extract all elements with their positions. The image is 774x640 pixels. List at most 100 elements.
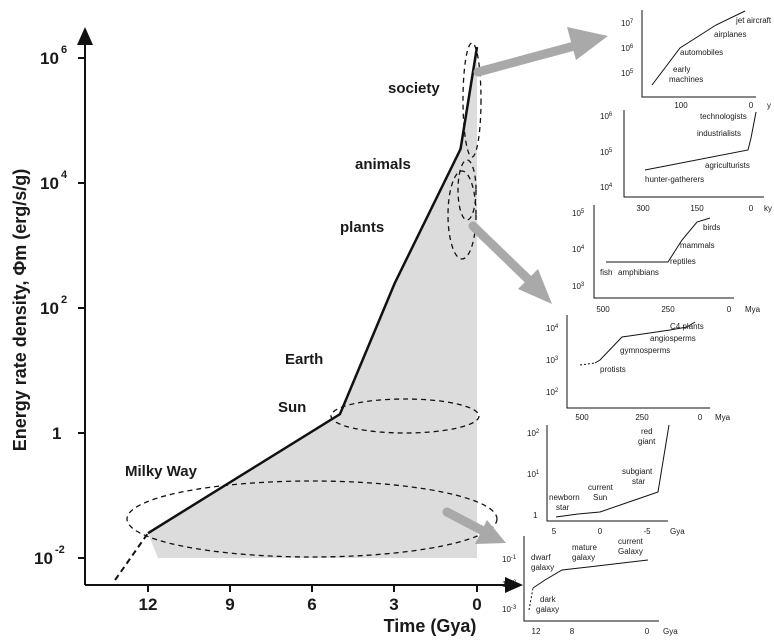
inset-animals: 103 104 105 500 250 0 Mya birds mammals … (572, 205, 761, 314)
y-tick-exp: 2 (61, 294, 67, 306)
main-extrapolation-line (114, 532, 149, 581)
label-star: star (632, 477, 646, 486)
y-tick-label-1e4: 10 4 (40, 169, 68, 193)
inset-series-line (532, 559, 649, 589)
y-tick: 101 (527, 470, 540, 479)
x-tick: 0 (749, 204, 754, 213)
animals-ellipse (457, 159, 477, 221)
label-star-2: star (556, 503, 570, 512)
y-tick: 106 (621, 44, 634, 53)
label-giant: giant (638, 437, 656, 446)
main-shaded-area (148, 46, 477, 559)
label-dwarf-2: galaxy (531, 563, 554, 572)
label-industrialists: industrialists (697, 129, 741, 138)
y-tick: 103 (572, 282, 585, 291)
y-tick: 107 (621, 19, 634, 28)
y-tick-label-1e-2: 10 -2 (34, 544, 65, 568)
x-tick-label: 9 (225, 595, 234, 614)
x-tick: -5 (643, 527, 651, 536)
sun-ellipse (330, 398, 480, 434)
y-tick: 106 (600, 112, 613, 121)
inset-axes (623, 110, 764, 198)
label-current-galaxy-2: Galaxy (618, 547, 643, 556)
x-tick-label: 0 (472, 595, 481, 614)
x-tick: 0 (698, 413, 703, 422)
label-angiosperms: angiosperms (650, 334, 696, 343)
main-x-ticks: 12 9 6 3 0 (139, 585, 482, 614)
label-current-galaxy-1: current (618, 537, 644, 546)
x-tick: 500 (596, 305, 610, 314)
inset-series-line (594, 321, 696, 364)
x-unit: Gya (663, 627, 678, 636)
inset-society: 105 106 107 100 0 y jet aircraft airplan… (621, 10, 772, 110)
inset-stars: 1 101 102 5 0 -5 Gya red giant subgiant … (527, 424, 685, 536)
label-newborn: newborn (549, 493, 580, 502)
x-tick: 12 (532, 627, 541, 636)
annotation-plants: plants (340, 219, 384, 236)
label-c4-plants: C4 plants (670, 322, 704, 331)
x-tick: 100 (674, 101, 688, 110)
y-tick: 102 (527, 429, 540, 438)
inset-y-ticks: 103 104 105 (572, 209, 585, 291)
inset-y-ticks: 1 101 102 (527, 429, 540, 520)
label-airplanes: airplanes (714, 30, 746, 39)
main-series-line (147, 46, 479, 535)
y-tick-exp: 4 (61, 169, 68, 181)
annotation-sun: Sun (278, 399, 306, 416)
y-tick-label-1: 1 (52, 424, 61, 443)
y-tick-label-1e6: 10 6 (40, 44, 67, 68)
annotation-society: society (388, 80, 440, 97)
y-tick-base: 10 (34, 549, 53, 568)
inset-y-ticks: 105 106 107 (621, 19, 634, 78)
label-sun: Sun (593, 493, 607, 502)
y-tick-base: 10 (40, 174, 59, 193)
y-tick: 105 (600, 148, 613, 157)
label-reptiles: reptiles (670, 257, 696, 266)
label-mammals: mammals (680, 241, 715, 250)
label-agriculturists: agriculturists (705, 161, 750, 170)
main-y-axis-label: Energy rate density, Φm (erg/s/g) (10, 169, 30, 452)
milky-way-ellipse (126, 480, 498, 558)
x-tick: 150 (690, 204, 704, 213)
y-tick: 104 (600, 183, 613, 192)
x-unit: Mya (745, 305, 761, 314)
arrow-to-society-inset (473, 27, 608, 77)
main-chart: 10 6 10 4 10 2 1 10 -2 12 (10, 27, 523, 636)
annotation-animals: animals (355, 156, 411, 173)
label-technologists: technologists (700, 112, 747, 121)
label-machines: machines (669, 75, 703, 84)
x-tick: 0 (645, 627, 650, 636)
inset-human: 104 105 106 300 150 0 ky technologists i… (600, 110, 772, 213)
annotation-milky-way: Milky Way (125, 463, 198, 480)
inset-y-ticks: 104 105 106 (600, 112, 613, 192)
x-unit: Gya (670, 527, 685, 536)
connector-arrows (442, 27, 608, 544)
inset-series-line-dashed (528, 587, 534, 611)
y-tick: 105 (621, 69, 634, 78)
x-unit: Mya (715, 413, 731, 422)
y-tick: 10-2 (502, 580, 517, 589)
label-dark-1: dark (540, 595, 557, 604)
y-tick-base: 10 (40, 299, 59, 318)
x-tick: 250 (661, 305, 675, 314)
label-dark-2: galaxy (536, 605, 559, 614)
inset-plants: 102 103 104 500 250 0 Mya C4 plants angi… (546, 315, 731, 422)
y-tick-exp: -2 (55, 544, 65, 556)
x-tick: 0 (727, 305, 732, 314)
y-tick: 10-3 (502, 605, 517, 614)
y-tick-label-1e2: 10 2 (40, 294, 67, 318)
inset-axes (546, 425, 668, 522)
x-tick: 5 (552, 527, 557, 536)
y-tick-base: 10 (40, 49, 59, 68)
inset-axes (593, 205, 734, 299)
label-mature-2: galaxy (572, 553, 595, 562)
inset-y-ticks: 10-3 10-2 10-1 (502, 555, 517, 614)
y-tick: 102 (546, 388, 559, 397)
label-amphibians: amphibians (618, 268, 659, 277)
society-ellipse (462, 42, 482, 158)
y-tick: 104 (546, 324, 559, 333)
inset-series-line (644, 111, 757, 171)
annotation-earth: Earth (285, 351, 323, 368)
label-red: red (641, 427, 653, 436)
inset-series-line-dashed (579, 362, 596, 366)
